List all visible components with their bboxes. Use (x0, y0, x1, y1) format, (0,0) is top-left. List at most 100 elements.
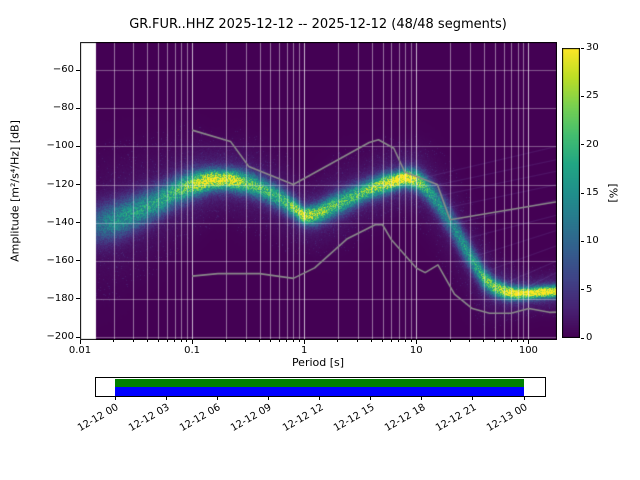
y-tick-mark (76, 107, 80, 109)
x-minor-tick-mark (298, 340, 300, 342)
colorbar-tick-label: 25 (586, 90, 599, 102)
y-tick-label: −60 (52, 64, 74, 76)
timeline-tick-label: 12-12 06 (178, 402, 223, 435)
x-tick-label: 0.01 (68, 345, 92, 356)
x-tick-mark (415, 340, 417, 344)
timeline-tick-mark (421, 397, 423, 400)
colorbar-tick-mark (581, 95, 584, 97)
x-minor-tick-mark (259, 340, 261, 342)
colorbar-tick-mark (581, 47, 584, 49)
timeline-tick-mark (165, 397, 167, 400)
y-tick-mark (76, 298, 80, 300)
x-minor-tick-mark (132, 340, 134, 342)
timeline-tick-label: 12-12 03 (127, 402, 172, 435)
colorbar-tick-label: 5 (586, 283, 593, 295)
x-minor-tick-mark (225, 340, 227, 342)
timeline-tick-label: 12-12 00 (76, 402, 121, 435)
x-minor-tick-mark (157, 340, 159, 342)
y-tick-label: −140 (46, 216, 74, 228)
x-minor-tick-mark (292, 340, 294, 342)
colorbar-tick-label: 20 (586, 138, 599, 150)
y-tick-mark (76, 184, 80, 185)
timeline-coverage-blue (115, 387, 524, 396)
x-minor-tick-mark (410, 340, 412, 342)
x-minor-tick-mark (278, 340, 280, 342)
y-tick-mark (76, 336, 80, 338)
x-tick-label: 10 (409, 345, 423, 356)
x-tick-mark (527, 340, 529, 344)
colorbar-tick-label: 30 (586, 42, 599, 53)
y-tick-mark (76, 260, 80, 262)
y-tick-label: −80 (52, 102, 74, 114)
x-minor-tick-mark (186, 340, 188, 342)
x-tick-mark (303, 340, 305, 344)
colorbar-tick-mark (581, 144, 584, 146)
y-tick-label: −100 (46, 140, 74, 152)
colorbar-tick-label: 0 (586, 332, 593, 343)
timeline-tick-mark (472, 397, 474, 400)
y-tick-label: −180 (46, 292, 74, 304)
x-minor-tick-mark (469, 340, 471, 342)
timeline-bar (95, 377, 546, 397)
y-tick-mark (76, 69, 80, 71)
x-minor-tick-mark (357, 340, 359, 342)
timeline-tick-mark (319, 397, 320, 400)
x-minor-tick-mark (510, 340, 512, 342)
y-tick-mark (76, 145, 80, 147)
colorbar-tick-mark (581, 240, 584, 242)
x-tick-label: 0.1 (184, 345, 201, 356)
colorbar-tick-label: 15 (586, 187, 599, 198)
x-minor-tick-mark (522, 340, 524, 342)
x-minor-tick-mark (113, 340, 115, 342)
x-minor-tick-mark (337, 340, 339, 342)
timeline-tick-label: 12-12 09 (229, 402, 274, 435)
timeline-tick-mark (523, 397, 525, 400)
x-tick-label: 100 (518, 345, 538, 356)
timeline-tick-mark (370, 397, 372, 400)
timeline-tick-label: 12-12 15 (331, 402, 377, 435)
y-tick-label: −120 (46, 178, 74, 190)
timeline-coverage-green (115, 379, 524, 387)
timeline-tick-label: 12-12 12 (280, 402, 325, 435)
colorbar-tick-label: 10 (586, 235, 599, 247)
y-tick-label: −200 (46, 331, 74, 343)
chart-title: GR.FUR..HHZ 2025-12-12 -- 2025-12-12 (48… (129, 17, 507, 32)
timeline-tick-mark (267, 397, 269, 400)
x-minor-tick-mark (494, 340, 496, 342)
x-minor-tick-mark (180, 340, 182, 342)
x-minor-tick-mark (449, 340, 451, 342)
x-minor-tick-mark (517, 340, 519, 342)
x-minor-tick-mark (174, 340, 176, 342)
timeline-tick-mark (114, 397, 116, 400)
colorbar-tick-mark (581, 337, 584, 339)
x-minor-tick-mark (286, 340, 288, 342)
x-minor-tick-mark (269, 340, 271, 342)
y-tick-mark (76, 222, 80, 224)
timeline-tick-label: 12-12 21 (433, 402, 479, 435)
y-tick-label: −160 (46, 254, 74, 266)
timeline-tick-label: 12-12 18 (382, 402, 428, 435)
colorbar-gradient (562, 48, 580, 338)
timeline-tick-label: 12-13 00 (485, 402, 530, 435)
colorbar-label: [%] (606, 183, 620, 203)
x-axis-label: Period [s] (291, 356, 345, 369)
x-minor-tick-mark (166, 340, 168, 342)
x-minor-tick-mark (390, 340, 392, 342)
ppsd-heatmap-canvas (80, 42, 557, 340)
x-minor-tick-mark (146, 340, 148, 342)
x-minor-tick-mark (483, 340, 485, 342)
x-minor-tick-mark (382, 340, 384, 342)
x-minor-tick-mark (245, 340, 247, 342)
x-minor-tick-mark (404, 340, 406, 342)
x-tick-mark (79, 340, 81, 344)
y-axis-label: Amplitude [m²/s⁴/Hz] [dB] (8, 120, 22, 262)
x-minor-tick-mark (503, 340, 505, 342)
x-tick-mark (191, 340, 193, 344)
colorbar-tick-mark (581, 289, 584, 291)
x-minor-tick-mark (371, 340, 373, 342)
x-tick-label: 1 (301, 345, 308, 356)
timeline-tick-mark (216, 397, 218, 400)
x-minor-tick-mark (398, 340, 400, 342)
colorbar-tick-mark (581, 192, 584, 194)
